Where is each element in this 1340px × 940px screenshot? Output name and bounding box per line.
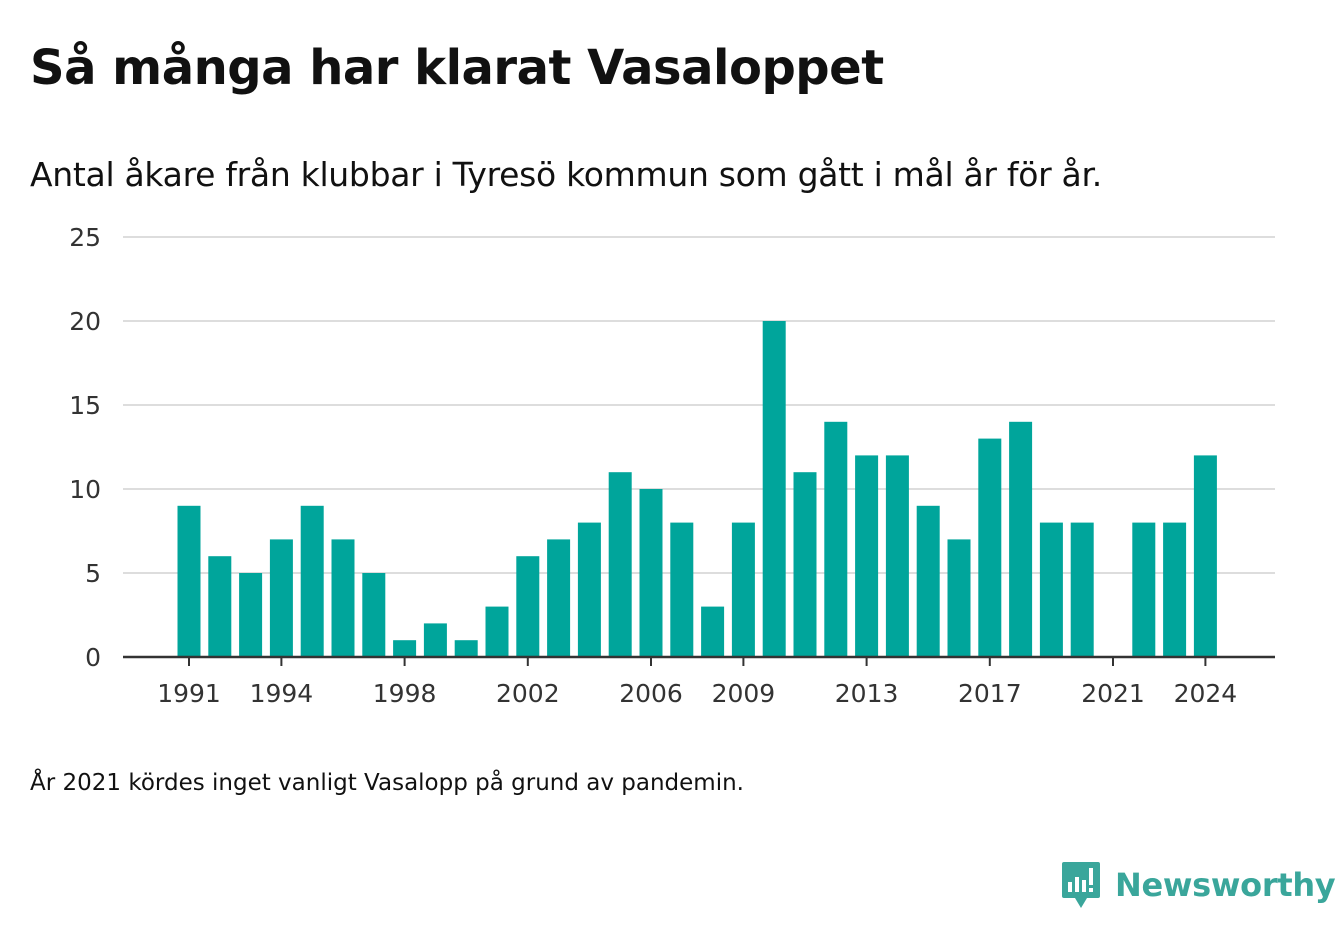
grid-lines [123,236,1275,574]
x-tick-label: 2024 [1174,679,1238,708]
x-tick-label: 2017 [958,679,1022,708]
x-tick-label: 2002 [496,679,560,708]
bar-2023 [1163,522,1187,657]
y-tick-label: 10 [69,475,101,504]
bar-2001 [485,606,509,657]
axes: 0 5 10 15 20 25 1991 1994 1998 2002 2006 2009 2013 20… [69,223,1275,708]
bar-1995 [300,505,324,657]
bar-2019 [1039,522,1063,657]
bar-chart: 0 5 10 15 20 25 1991 1994 1998 2002 2006 2009 2013 20… [69,223,1275,708]
bar-2017 [978,438,1002,657]
bar-2006 [639,489,663,657]
x-tick-label: 2021 [1081,679,1145,708]
bar-2009 [731,522,755,657]
y-tick-label: 5 [85,559,101,588]
brand-logo[interactable]: Newsworthy [1061,860,1336,910]
bar-2012 [824,421,848,657]
y-tick-label: 0 [85,643,101,672]
bars [177,321,1217,657]
bar-2007 [670,522,694,657]
x-tick-label: 1994 [250,679,314,708]
bar-2018 [1009,421,1033,657]
bar-2002 [516,556,540,657]
bar-2013 [855,455,879,657]
bar-2004 [577,522,601,657]
x-tick-label: 1991 [157,679,221,708]
y-tick-label: 15 [69,391,101,420]
x-tick-label: 1998 [373,679,437,708]
bar-2003 [547,539,571,657]
y-tick-label: 20 [69,307,101,336]
bar-1994 [269,539,293,657]
bar-2015 [916,505,940,657]
x-tick-label: 2006 [619,679,683,708]
y-tick-label: 25 [69,223,101,252]
bar-1993 [239,573,263,657]
bar-1998 [393,640,417,657]
x-tick-label: 2009 [712,679,776,708]
brand-name: Newsworthy [1115,866,1336,904]
newsworthy-logo-icon [1062,862,1100,908]
bar-2024 [1193,455,1217,657]
x-tick-label: 2013 [835,679,899,708]
bar-2014 [885,455,909,657]
footnote: År 2021 kördes inget vanligt Vasalopp på… [30,770,744,796]
bar-2008 [701,606,725,657]
bar-2005 [608,472,632,657]
chart-title: Så många har klarat Vasaloppet [30,40,884,96]
chart-subtitle: Antal åkare från klubbar i Tyresö kommun… [30,155,1102,194]
bar-2000 [454,640,478,657]
bar-2022 [1132,522,1156,657]
bar-2010 [762,321,786,657]
bar-1992 [208,556,232,657]
bar-1996 [331,539,355,657]
bar-2016 [947,539,971,657]
bar-1991 [177,505,201,657]
bar-2011 [793,472,817,657]
bar-1997 [362,573,386,657]
bar-2020 [1070,522,1094,657]
bar-1999 [423,623,447,657]
